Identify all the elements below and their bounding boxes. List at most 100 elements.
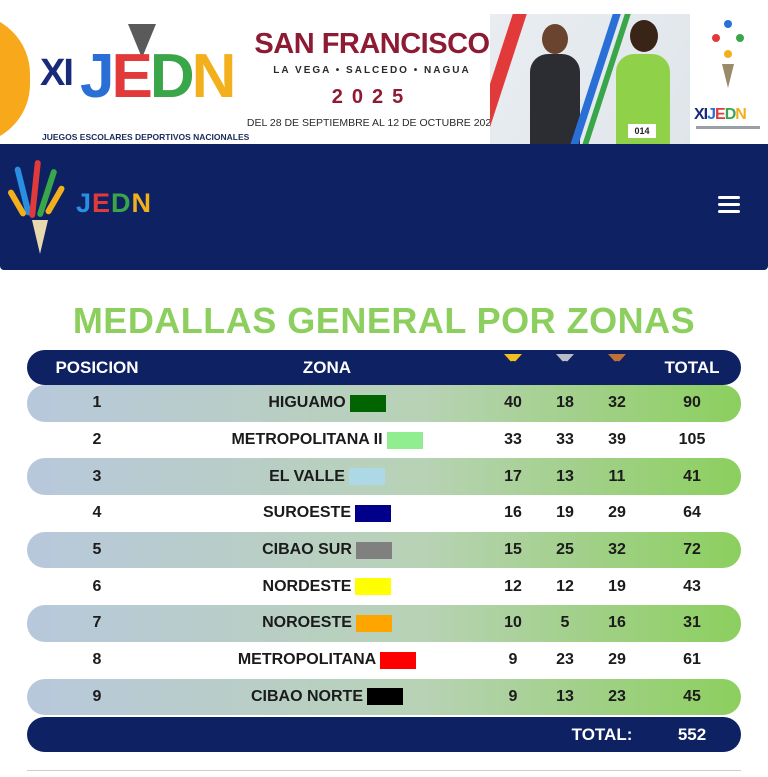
row-total: 43 — [683, 577, 701, 595]
row-total: 90 — [683, 394, 701, 412]
row-zone: SUROESTE — [187, 495, 467, 532]
row-position: 9 — [92, 687, 102, 705]
bronze-medal-icon: ★ — [597, 350, 637, 385]
nav-brand-wordmark[interactable]: JEDN — [76, 188, 152, 219]
row-silver: 13 — [556, 687, 574, 705]
row-position: 5 — [92, 541, 102, 559]
row-gold: 12 — [504, 577, 522, 595]
row-zone: HIGUAMO — [187, 385, 467, 422]
banner-dates: DEL 28 DE SEPTIEMBRE AL 12 DE OCTUBRE 20… — [246, 117, 498, 129]
row-bronze: 39 — [608, 431, 626, 449]
row-position: 4 — [92, 504, 102, 522]
table-row: 1 HIGUAMO 40 18 32 90 — [27, 385, 741, 422]
row-silver: 13 — [556, 467, 574, 485]
header-zone: ZONA — [302, 357, 352, 377]
row-silver: 25 — [556, 541, 574, 559]
divider — [27, 770, 741, 771]
banner-letter-n: N — [191, 42, 237, 111]
race-bib: 014 — [628, 124, 656, 138]
athletes-photo: 014 — [490, 14, 690, 144]
hamburger-icon[interactable] — [718, 196, 740, 214]
row-gold: 9 — [508, 687, 518, 705]
row-position: 1 — [92, 394, 102, 412]
row-total: 45 — [683, 687, 701, 705]
zone-name: CIBAO SUR — [262, 541, 352, 559]
header-position: POSICION — [55, 357, 139, 377]
banner-jedn-wordmark: JEDN — [80, 46, 236, 108]
row-position: 3 — [92, 467, 102, 485]
zone-color-swatch — [386, 431, 423, 449]
row-bronze: 19 — [608, 577, 626, 595]
table-row: 2 METROPOLITANA II 33 33 39 105 — [27, 422, 741, 459]
row-bronze: 16 — [608, 614, 626, 632]
row-zone: METROPOLITANA II — [187, 422, 467, 459]
row-total: 105 — [678, 431, 706, 449]
footer-total-label: TOTAL: — [571, 724, 633, 744]
table-row: 3 EL VALLE 17 13 11 41 — [27, 458, 741, 496]
row-zone: EL VALLE — [187, 458, 467, 495]
row-position: 8 — [92, 651, 102, 669]
row-silver: 23 — [556, 651, 574, 669]
row-gold: 33 — [504, 431, 522, 449]
zone-color-swatch — [355, 541, 392, 559]
zone-name: METROPOLITANA II — [231, 431, 383, 449]
row-zone: NORDESTE — [187, 568, 467, 605]
banner-letter-d: D — [149, 42, 195, 111]
jedn-logo-icon[interactable] — [6, 159, 72, 256]
nav-letter-d: D — [111, 188, 132, 218]
zone-color-swatch — [349, 394, 386, 412]
row-gold: 15 — [504, 541, 522, 559]
table-row: 7 NOROESTE 10 5 16 31 — [27, 605, 741, 642]
banner-edition: XI — [40, 52, 74, 94]
row-silver: 19 — [556, 504, 574, 522]
small-logo-wordmark: XIJEDN — [694, 106, 747, 123]
nav-letter-e: E — [92, 188, 112, 218]
zone-name: NORDESTE — [262, 577, 352, 595]
table-row: 4 SUROESTE 16 19 29 64 — [27, 495, 741, 532]
row-zone: CIBAO NORTE — [187, 679, 467, 716]
banner-year: 2025 — [331, 86, 413, 108]
nav-letter-n: N — [131, 188, 153, 218]
figures-icon — [708, 20, 748, 90]
row-gold: 17 — [504, 467, 522, 485]
athlete-boy — [524, 24, 584, 144]
gold-medal-icon: ★ — [493, 350, 533, 385]
zone-color-swatch — [380, 651, 417, 669]
row-bronze: 29 — [608, 651, 626, 669]
row-bronze: 11 — [608, 467, 626, 485]
row-total: 61 — [683, 651, 701, 669]
banner-event-info: SAN FRANCISCO LA VEGA • SALCEDO • NAGUA … — [244, 28, 500, 129]
row-position: 6 — [92, 577, 102, 595]
row-bronze: 23 — [608, 687, 626, 705]
row-gold: 9 — [508, 651, 518, 669]
row-position: 2 — [92, 431, 102, 449]
header-total: TOTAL — [664, 357, 720, 377]
row-position: 7 — [92, 614, 102, 632]
table-header: POSICION ZONA ★ ★ ★ TOTAL — [27, 350, 741, 385]
banner-towns: LA VEGA • SALCEDO • NAGUA — [273, 65, 471, 76]
small-logo-caption-line — [696, 126, 760, 129]
nav-letter-j: J — [76, 188, 93, 218]
row-total: 41 — [683, 467, 701, 485]
silver-medal-icon: ★ — [545, 350, 585, 385]
table-footer: TOTAL: 552 — [27, 717, 741, 753]
row-zone: NOROESTE — [187, 605, 467, 642]
banner-subtitle: JUEGOS ESCOLARES DEPORTIVOS NACIONALES — [42, 132, 250, 142]
zone-color-swatch — [355, 614, 392, 632]
row-gold: 16 — [504, 504, 522, 522]
page-title: MEDALLAS GENERAL POR ZONAS — [72, 300, 696, 341]
row-silver: 5 — [560, 614, 570, 632]
table-row: 5 CIBAO SUR 15 25 32 72 — [27, 531, 741, 569]
footer-total-value: 552 — [677, 724, 707, 744]
zone-color-swatch — [355, 578, 392, 596]
zone-color-swatch — [348, 468, 385, 486]
zone-name: EL VALLE — [269, 467, 345, 485]
row-zone: CIBAO SUR — [187, 532, 467, 569]
banner-small-logo: XIJEDN — [694, 20, 764, 140]
zone-name: METROPOLITANA — [237, 651, 377, 669]
row-gold: 40 — [504, 394, 522, 412]
row-silver: 12 — [556, 577, 574, 595]
row-bronze: 32 — [608, 394, 626, 412]
pencil-icon — [128, 24, 156, 58]
table-row: 6 NORDESTE 12 12 19 43 — [27, 568, 741, 605]
